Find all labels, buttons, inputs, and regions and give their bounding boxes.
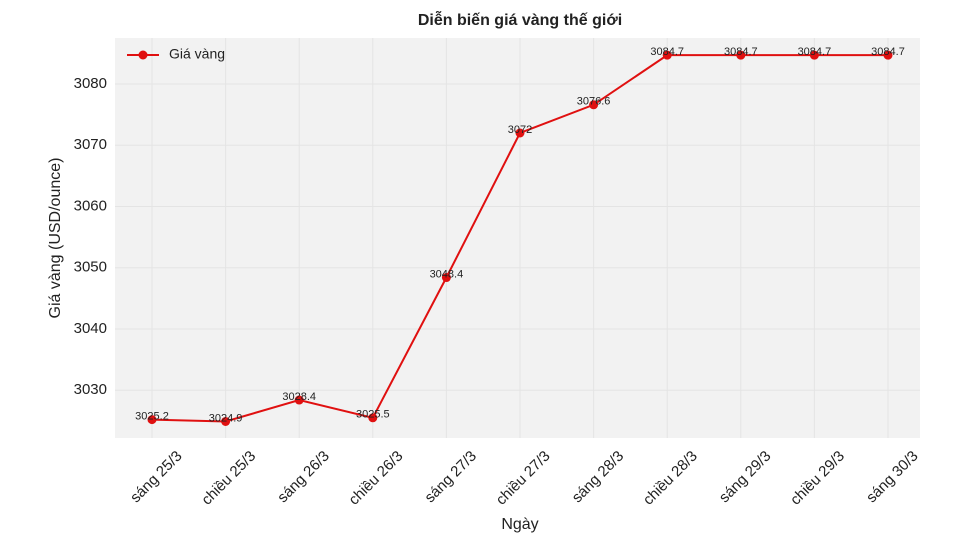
x-tick-label: chiều 28/3: [640, 448, 701, 509]
x-tick-label: sáng 27/3: [421, 448, 480, 507]
x-tick-label: sáng 26/3: [274, 448, 333, 507]
value-label: 3028.4: [282, 391, 316, 403]
marker: [883, 50, 893, 60]
value-label: 3084.7: [798, 46, 832, 58]
x-tick-label: sáng 28/3: [569, 448, 628, 507]
x-tick-label: sáng 29/3: [716, 448, 775, 507]
value-label: 3084.7: [650, 46, 684, 58]
marker: [589, 100, 599, 110]
marker: [736, 50, 746, 60]
legend-label: Giá vàng: [169, 46, 225, 62]
y-tick-label: 3040: [74, 320, 107, 337]
legend-marker: [138, 50, 148, 60]
y-axis-label: Giá vàng (USD/ounce): [47, 158, 64, 319]
value-label: 3024.9: [209, 412, 243, 424]
value-label: 3025.5: [356, 409, 390, 421]
value-label: 3025.2: [135, 411, 169, 423]
x-tick-label: sáng 30/3: [863, 448, 922, 507]
y-tick-label: 3060: [74, 197, 107, 214]
x-tick-label: chiều 26/3: [345, 448, 406, 509]
y-tick-label: 3050: [74, 259, 107, 276]
marker: [368, 413, 378, 423]
x-tick-label: chiều 25/3: [198, 448, 259, 509]
marker: [662, 50, 672, 60]
x-tick-label: sáng 25/3: [127, 448, 186, 507]
x-axis-label: Ngày: [501, 516, 538, 533]
x-tick-label: chiều 27/3: [493, 448, 554, 509]
plot-area: [115, 38, 920, 438]
value-label: 3076.6: [577, 96, 611, 108]
value-label: 3084.7: [724, 46, 758, 58]
marker: [221, 416, 231, 426]
y-tick-label: 3080: [74, 75, 107, 92]
marker: [515, 128, 525, 138]
value-label: 3072: [508, 124, 532, 136]
y-tick-label: 3070: [74, 136, 107, 153]
value-label: 3084.7: [871, 46, 905, 58]
marker: [441, 273, 451, 283]
marker: [147, 415, 157, 425]
marker: [294, 395, 304, 405]
marker: [809, 50, 819, 60]
chart-title: Diễn biến giá vàng thế giới: [418, 10, 622, 29]
x-tick-label: chiều 29/3: [787, 448, 848, 509]
value-label: 3048.4: [430, 268, 464, 280]
y-tick-label: 3030: [74, 381, 107, 398]
